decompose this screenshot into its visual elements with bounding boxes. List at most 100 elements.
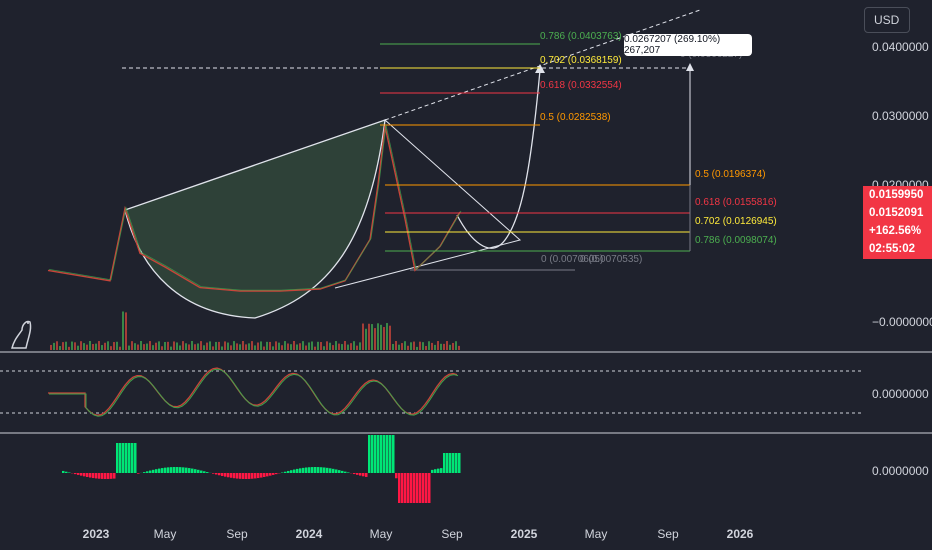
macd-bar: [440, 468, 443, 473]
fib-retracement[interactable]: 0.786 (0.0403763) 0.702 (0.0368159) 0.618 …: [380, 31, 777, 265]
time-axis-label: Sep: [441, 527, 463, 541]
macd-bar: [338, 470, 341, 473]
macd-bar: [131, 443, 134, 473]
price-line[interactable]: [47, 125, 461, 292]
volume-bar: [137, 344, 139, 350]
volume-bar: [212, 346, 214, 350]
volume-bar: [374, 328, 376, 350]
volume-bar: [197, 343, 199, 350]
volume-bar: [419, 341, 421, 350]
macd-bar: [311, 467, 314, 473]
volume-bar: [248, 343, 250, 350]
volume-bar: [335, 341, 337, 350]
volume-bar: [176, 342, 178, 350]
volume-bar: [440, 343, 442, 350]
rsi-axis-label: 0.0000000: [872, 387, 929, 401]
time-axis[interactable]: 2023 May Sep 2024 May Sep 2025 May Sep 2026: [83, 527, 754, 541]
macd-bar: [257, 473, 260, 479]
volume-bar: [458, 345, 460, 350]
volume-bar: [59, 346, 61, 350]
macd-bar: [389, 435, 392, 473]
volume-bar: [155, 342, 157, 350]
volume-bar: [320, 342, 322, 350]
volume-bar: [380, 324, 382, 350]
volume-bar: [80, 341, 82, 350]
macd-bar: [245, 473, 248, 479]
macd-bar: [107, 473, 110, 479]
time-axis-label: Sep: [226, 527, 248, 541]
macd-bar: [119, 443, 122, 473]
volume-bar: [299, 343, 301, 350]
volume-bar: [443, 343, 445, 350]
macd-bar: [455, 453, 458, 473]
volume-bar: [269, 341, 271, 350]
cup-pattern-shape[interactable]: [124, 119, 386, 319]
rsi-series[interactable]: [48, 367, 459, 417]
macd-bar: [221, 473, 224, 476]
price-axis[interactable]: 0.04000000.03000000.0200000−0.00000000.0…: [872, 40, 932, 478]
macd-bar: [362, 473, 365, 477]
volume-bar: [356, 345, 358, 350]
volume-bar: [347, 344, 349, 350]
macd-bar: [128, 443, 131, 473]
price-series[interactable]: [47, 125, 462, 292]
volume-bar: [185, 343, 187, 350]
price-line-overlay: [48, 125, 462, 291]
volume-bar: [122, 311, 124, 350]
volume-bar: [125, 312, 127, 350]
volume-bar: [233, 341, 235, 350]
macd-histogram[interactable]: [62, 435, 461, 503]
macd-bar: [164, 467, 167, 473]
macd-bar: [422, 473, 425, 503]
volume-bars: [50, 311, 460, 350]
macd-bar: [239, 473, 242, 479]
volume-bar: [215, 341, 217, 350]
macd-bar: [83, 473, 86, 477]
fib-level-label: 0.786 (0.0098074): [695, 235, 777, 246]
macd-bar: [392, 435, 395, 473]
macd-bar: [149, 470, 152, 473]
volume-bar: [254, 345, 256, 350]
volume-bar: [392, 343, 394, 350]
macd-bar: [305, 467, 308, 473]
macd-bar: [275, 473, 278, 475]
macd-bar: [185, 467, 188, 473]
volume-bar: [65, 341, 67, 350]
close-price-tag: 0.0152091: [863, 204, 932, 222]
macd-bar: [227, 473, 230, 478]
volume-bar: [422, 342, 424, 350]
time-axis-label: May: [154, 527, 177, 541]
measure-arrowhead: [686, 63, 694, 71]
fib-level-label: 0 (0.0070605): [541, 254, 603, 265]
macd-bar: [407, 473, 410, 503]
macd-bar: [158, 468, 161, 473]
macd-bar: [101, 473, 104, 479]
macd-bar: [314, 467, 317, 473]
volume-bar: [281, 345, 283, 350]
volume-bar: [386, 323, 388, 350]
volume-bar: [314, 346, 316, 350]
volume-bar: [74, 342, 76, 350]
volume-bar: [182, 341, 184, 350]
macd-bar: [224, 473, 227, 477]
macd-bar: [437, 468, 440, 473]
projected-path[interactable]: [456, 69, 541, 249]
volume-bar: [416, 346, 418, 350]
volume-bar: [203, 345, 205, 350]
rsi-line[interactable]: [48, 367, 458, 416]
currency-selector[interactable]: USD: [864, 7, 910, 33]
volume-bar: [218, 341, 220, 350]
macd-bar: [446, 453, 449, 473]
macd-bar: [146, 471, 149, 473]
triangle-pattern[interactable]: [334, 119, 522, 289]
volume-bar: [401, 343, 403, 350]
macd-bar: [359, 473, 362, 476]
time-axis-label: 2023: [83, 527, 110, 541]
volume-bar: [53, 342, 55, 350]
macd-bar: [293, 469, 296, 473]
volume-bar: [224, 341, 226, 350]
macd-bar: [284, 471, 287, 473]
volume-bar: [359, 342, 361, 350]
volume-bar: [149, 341, 151, 350]
